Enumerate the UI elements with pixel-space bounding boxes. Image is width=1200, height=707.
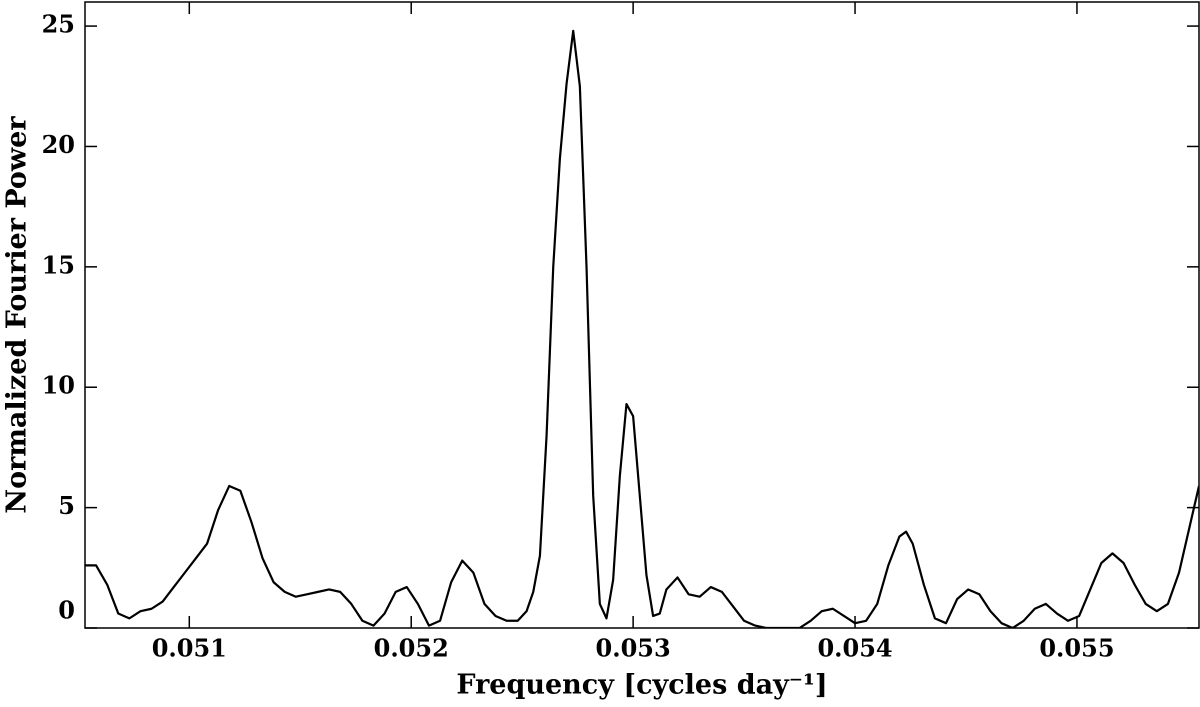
y-tick-label: 25	[42, 10, 75, 39]
x-tick-label: 0.052	[374, 634, 449, 663]
data-line	[85, 29, 1199, 628]
y-tick-label: 5	[58, 491, 75, 520]
x-tick-label: 0.053	[596, 634, 671, 663]
y-tick-label: 15	[42, 250, 75, 279]
y-tick-label: 20	[42, 130, 75, 159]
x-axis-label: Frequency [cycles day⁻¹]	[456, 670, 827, 701]
y-tick-label: 10	[42, 371, 75, 400]
x-tick-label: 0.051	[152, 634, 227, 663]
x-tick-label: 0.055	[1039, 634, 1114, 663]
y-axis-label: Normalized Fourier Power	[2, 116, 33, 514]
y-tick-label: 0	[58, 596, 75, 625]
plot-frame	[84, 1, 1200, 629]
x-tick-label: 0.054	[817, 634, 892, 663]
